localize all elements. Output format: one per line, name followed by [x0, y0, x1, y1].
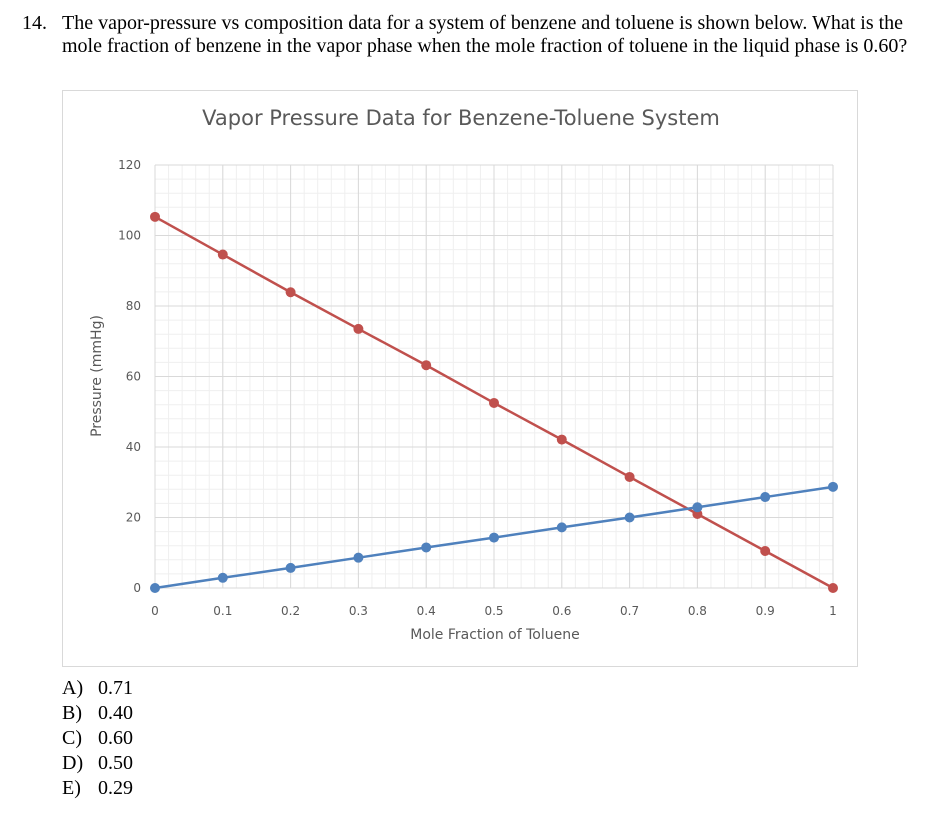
data-point — [760, 492, 771, 503]
y-tick-labels: 0 20 40 60 80 100 120 — [118, 158, 141, 595]
data-point — [828, 583, 838, 593]
data-point — [150, 211, 160, 222]
question-text: The vapor-pressure vs composition data f… — [62, 12, 908, 57]
x-tick-label: 1 — [829, 604, 837, 618]
answer-value: 0.40 — [98, 702, 133, 724]
answer-choice: D) 0.50 — [62, 751, 133, 776]
data-point — [353, 552, 364, 563]
data-point — [217, 572, 228, 583]
y-tick-label: 0 — [133, 581, 141, 595]
x-tick-label: 0.1 — [213, 604, 232, 618]
y-axis-title: Pressure (mmHg) — [89, 315, 105, 437]
x-axis-title: Mole Fraction of Toluene — [410, 627, 579, 643]
answer-choice: C) 0.60 — [62, 726, 133, 751]
data-point — [421, 360, 432, 371]
data-point — [828, 481, 838, 492]
question: 14. The vapor-pressure vs composition da… — [22, 12, 922, 58]
x-tick-label: 0.8 — [688, 604, 707, 618]
data-point — [624, 512, 635, 523]
data-point — [489, 532, 499, 543]
series-lines — [150, 211, 838, 593]
answer-value: 0.71 — [98, 677, 133, 699]
data-point — [150, 583, 160, 593]
x-tick-label: 0 — [151, 604, 159, 618]
question-number: 14. — [22, 12, 47, 34]
data-point — [285, 287, 296, 298]
answer-choice: E) 0.29 — [62, 776, 133, 801]
answer-choices: A) 0.71 B) 0.40 C) 0.60 D) 0.50 E) 0.29 — [62, 676, 133, 801]
answer-value: 0.29 — [98, 777, 133, 799]
chart-title: Vapor Pressure Data for Benzene-Toluene … — [202, 106, 720, 130]
x-tick-labels: 0 0.1 0.2 0.3 0.4 0.5 0.6 0.7 0.8 0.9 1 — [151, 604, 837, 618]
answer-choice: A) 0.71 — [62, 676, 133, 701]
x-tick-label: 0.6 — [552, 604, 571, 618]
x-tick-label: 0.3 — [349, 604, 368, 618]
data-point — [624, 471, 635, 482]
data-point — [217, 249, 228, 260]
data-point — [421, 542, 432, 553]
major-gridlines — [154, 164, 834, 589]
answer-letter: B) — [62, 702, 82, 724]
x-tick-label: 0.5 — [484, 604, 503, 618]
x-tick-label: 0.2 — [281, 604, 300, 618]
chart-area: Vapor Pressure Data for Benzene-Toluene … — [62, 90, 858, 667]
data-point — [692, 502, 703, 513]
data-point — [556, 522, 567, 533]
y-tick-label: 20 — [126, 511, 141, 525]
y-tick-label: 100 — [118, 229, 141, 243]
y-tick-label: 40 — [126, 440, 141, 454]
data-point — [556, 434, 567, 445]
answer-letter: A) — [62, 677, 84, 699]
y-tick-label: 120 — [118, 158, 141, 172]
data-point — [285, 562, 296, 573]
answer-value: 0.60 — [98, 727, 133, 749]
x-tick-label: 0.9 — [756, 604, 775, 618]
answer-value: 0.50 — [98, 752, 133, 774]
x-tick-label: 0.7 — [620, 604, 639, 618]
answer-choice: B) 0.40 — [62, 701, 133, 726]
answer-letter: C) — [62, 727, 82, 749]
answer-letter: E) — [62, 777, 81, 799]
data-point — [760, 545, 771, 556]
y-tick-label: 60 — [126, 370, 141, 384]
x-tick-label: 0.4 — [417, 604, 436, 618]
chart-svg: Vapor Pressure Data for Benzene-Toluene … — [89, 106, 838, 643]
y-tick-label: 80 — [126, 299, 141, 313]
data-point — [353, 323, 364, 334]
answer-letter: D) — [62, 752, 84, 774]
data-point — [489, 397, 499, 408]
